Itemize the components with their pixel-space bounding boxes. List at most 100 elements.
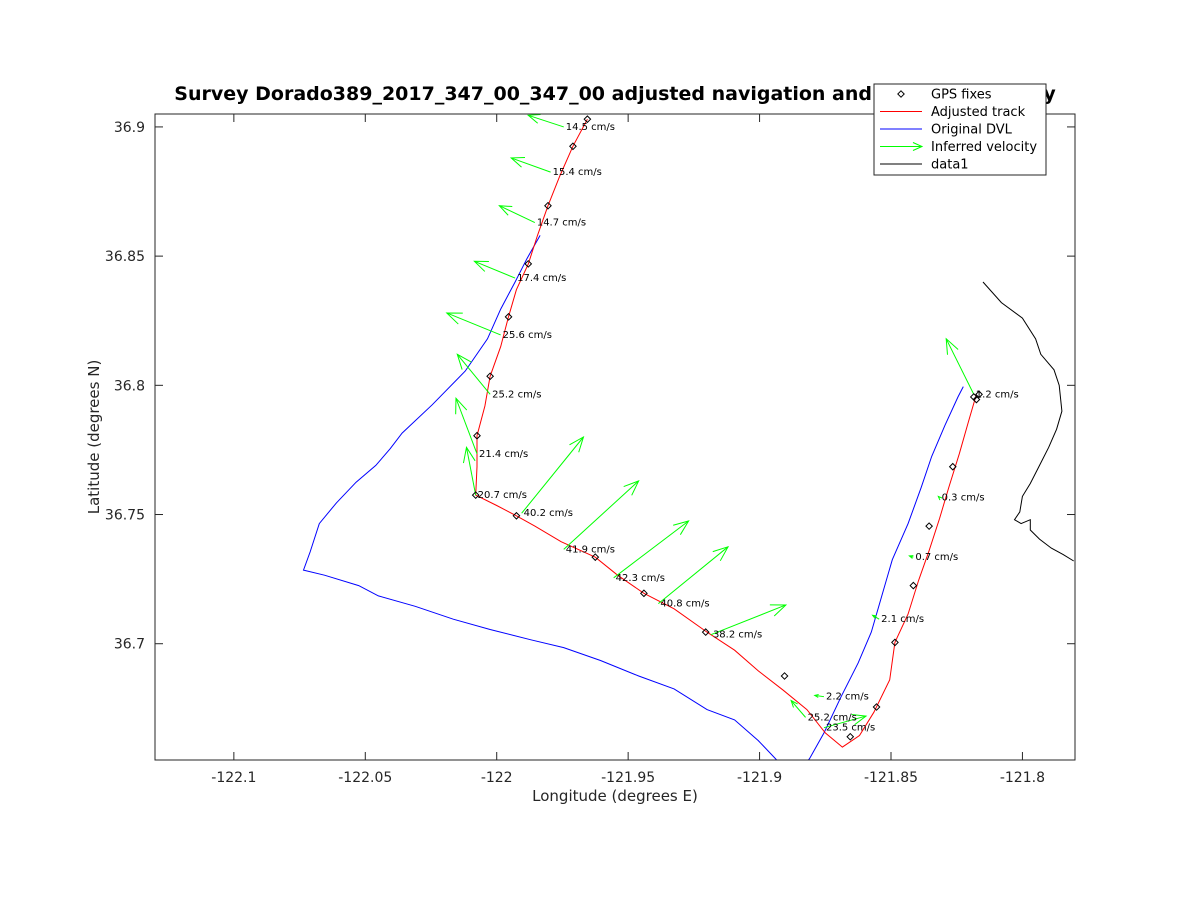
gps-fix-marker	[891, 638, 899, 647]
gps-fix-marker	[486, 372, 495, 381]
x-tick-label: -121.95	[601, 770, 655, 786]
velocity-arrow-head	[769, 604, 788, 617]
velocity-arrow-head	[790, 699, 798, 708]
coastline-layer	[982, 281, 1074, 562]
y-axis-ticks: 36.7 36.75 36.8 36.85 36.9	[105, 120, 1075, 653]
x-tick-label: -122	[481, 770, 513, 786]
velocity-label: 38.2 cm/s	[713, 630, 762, 641]
velocity-arrow-head	[673, 520, 690, 535]
gps-fix-marker	[569, 142, 577, 151]
velocity-arrow	[521, 436, 584, 514]
velocity-arrow	[511, 157, 551, 173]
velocity-label: 14.7 cm/s	[537, 218, 586, 229]
velocity-arrow	[658, 546, 729, 605]
gps-fix-marker	[583, 115, 592, 124]
velocity-arrow-head	[473, 260, 489, 272]
gps-fix-marker	[524, 259, 533, 268]
velocity-label: 23.5 cm/s	[826, 723, 875, 734]
velocity-arrow-head	[712, 545, 730, 562]
velocity-arrow	[455, 398, 478, 454]
legend-label-data1: data1	[931, 158, 969, 173]
velocity-label: 40.8 cm/s	[660, 599, 709, 610]
gps-fix-marker	[925, 522, 934, 531]
legend-label-gps-fixes: GPS fixes	[931, 88, 992, 103]
velocity-labels-layer: 14.5 cm/s 15.4 cm/s 14.7 cm/s 17.4 cm/s 25.6…	[478, 122, 1019, 734]
axes-frame	[154, 113, 1076, 761]
velocity-label: 2.1 cm/s	[881, 614, 924, 625]
velocity-label: 25.2 cm/s	[492, 389, 541, 400]
legend-items: GPS fixes Adjusted track Original DVL Infer…	[880, 88, 1037, 173]
velocity-arrow	[613, 520, 689, 579]
x-tick-label: -121.85	[864, 770, 918, 786]
velocity-arrow	[563, 480, 639, 550]
x-tick-label: -121.9	[737, 770, 782, 786]
velocity-arrow	[823, 715, 867, 729]
velocity-label: 21.4 cm/s	[479, 449, 528, 460]
velocity-arrow-head	[445, 312, 463, 325]
x-tick-label: -121.8	[1000, 770, 1045, 786]
velocity-arrow-head	[569, 435, 585, 453]
legend-label-adjusted-track: Adjusted track	[931, 105, 1026, 120]
velocity-arrow	[814, 694, 825, 698]
y-tick-label: 36.75	[105, 508, 145, 524]
velocity-label: 41.9 cm/s	[566, 544, 615, 555]
gps-fix-marker	[591, 553, 600, 562]
series-line-original-dvl	[302, 235, 964, 760]
velocity-arrow-head	[498, 205, 513, 216]
gps-fix-marker	[975, 390, 983, 399]
adjusted-track-layer	[475, 118, 977, 748]
velocity-arrow-head	[623, 480, 640, 496]
gps-fix-marker	[872, 703, 881, 711]
velocity-arrow-head	[851, 713, 868, 726]
velocity-arrow-head	[526, 114, 541, 124]
velocity-label: 25.6 cm/s	[503, 330, 552, 341]
x-axis-ticks: -122.1 -122.05 -122 -121.95 -121.9 -121.85 -12…	[211, 114, 1045, 786]
velocity-arrow-head	[813, 693, 819, 698]
velocity-arrow-head	[509, 156, 526, 168]
original-dvl-layer	[302, 235, 964, 760]
velocity-arrow-head	[462, 446, 476, 464]
legend-arrow-head	[912, 142, 924, 151]
velocity-arrow-head	[908, 555, 914, 559]
gps-fix-marker	[512, 511, 521, 520]
velocity-arrow	[790, 700, 806, 718]
gps-fix-marker	[473, 431, 481, 440]
legend-marker-gps-fixes	[897, 90, 905, 98]
series-line-adjusted-track	[475, 118, 977, 748]
velocity-arrow	[528, 114, 564, 128]
gps-fix-marker	[640, 589, 648, 598]
series-line-data1	[982, 281, 1074, 562]
y-tick-label: 36.85	[105, 249, 145, 265]
velocity-label: 40.2 cm/s	[524, 508, 573, 519]
velocity-label: 0.7 cm/s	[915, 552, 958, 563]
velocity-label: 2.2 cm/s	[826, 692, 869, 703]
y-tick-label: 36.8	[114, 378, 145, 394]
velocity-arrow	[456, 353, 491, 395]
gps-fix-marker	[909, 581, 918, 590]
plot-area: 14.5 cm/s 15.4 cm/s 14.7 cm/s 17.4 cm/s 25.6…	[155, 114, 1075, 760]
gps-fixes-layer	[471, 115, 983, 741]
velocity-label: 0.3 cm/s	[942, 493, 985, 504]
axes-background	[155, 114, 1075, 760]
velocity-label: 25.2 cm/s	[808, 712, 857, 723]
velocity-label: 20.7 cm/s	[478, 490, 527, 501]
velocity-arrow	[499, 205, 536, 223]
velocity-arrow-head	[456, 353, 472, 370]
legend: GPS fixes Adjusted track Original DVL Infer…	[873, 83, 1047, 176]
velocity-arrow-head	[871, 614, 877, 619]
velocity-arrow	[446, 312, 501, 336]
velocity-vectors-layer	[445, 114, 975, 729]
y-tick-label: 36.7	[114, 637, 145, 653]
gps-fix-marker	[846, 732, 855, 741]
velocity-arrow	[465, 447, 477, 496]
x-tick-label: -122.1	[211, 770, 256, 786]
velocity-label: 15.4 cm/s	[553, 167, 602, 178]
gps-fix-marker	[544, 201, 552, 210]
gps-fix-marker	[948, 462, 957, 471]
gps-fix-marker	[504, 312, 513, 321]
x-axis-label: Longitude (degrees E)	[532, 787, 698, 805]
gps-fix-marker	[780, 672, 789, 680]
velocity-arrow-head	[937, 495, 943, 501]
gps-fix-marker	[471, 491, 480, 500]
